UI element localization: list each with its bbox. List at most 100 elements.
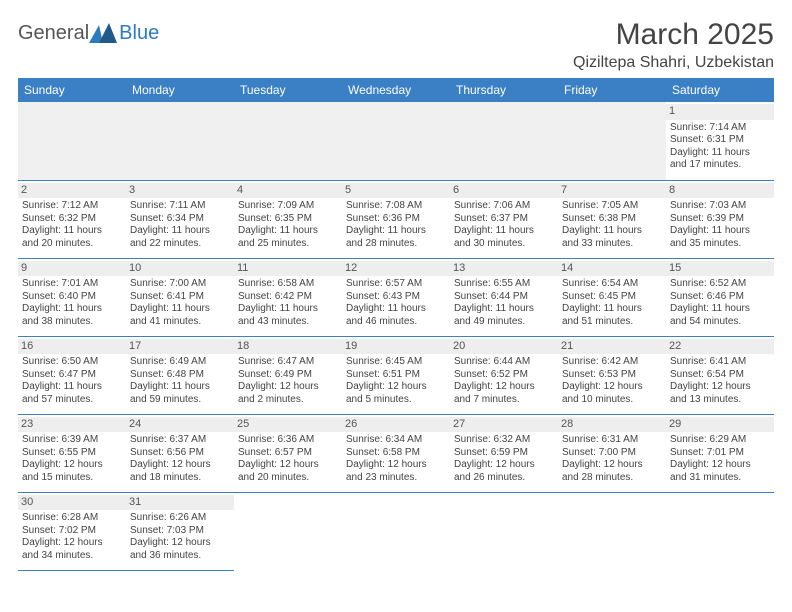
cell-text: Sunrise: 7:00 AM <box>130 278 230 291</box>
day-number: 18 <box>234 339 342 355</box>
cell-text: Daylight: 12 hours <box>22 459 122 472</box>
calendar-cell <box>126 102 234 180</box>
day-number: 25 <box>234 417 342 433</box>
cell-text: Sunrise: 6:39 AM <box>22 434 122 447</box>
cell-text: Daylight: 11 hours <box>454 303 554 316</box>
calendar-row: 23Sunrise: 6:39 AMSunset: 6:55 PMDayligh… <box>18 414 774 492</box>
cell-text: Sunset: 6:58 PM <box>346 447 446 460</box>
cell-text: Sunset: 6:57 PM <box>238 447 338 460</box>
calendar-cell: 19Sunrise: 6:45 AMSunset: 6:51 PMDayligh… <box>342 336 450 414</box>
cell-text: Daylight: 12 hours <box>670 381 770 394</box>
cell-text: Sunset: 6:37 PM <box>454 213 554 226</box>
calendar-cell: 10Sunrise: 7:00 AMSunset: 6:41 PMDayligh… <box>126 258 234 336</box>
calendar-cell <box>558 492 666 570</box>
cell-text: and 7 minutes. <box>454 394 554 407</box>
day-number: 2 <box>18 183 126 199</box>
cell-text: and 23 minutes. <box>346 472 446 485</box>
cell-text: Sunset: 7:00 PM <box>562 447 662 460</box>
cell-text: Sunset: 6:35 PM <box>238 213 338 226</box>
cell-text: Sunset: 6:41 PM <box>130 291 230 304</box>
cell-text: Sunrise: 7:11 AM <box>130 200 230 213</box>
day-number: 7 <box>558 183 666 199</box>
cell-text: and 5 minutes. <box>346 394 446 407</box>
cell-text: and 49 minutes. <box>454 316 554 329</box>
cell-text: Daylight: 12 hours <box>454 459 554 472</box>
cell-text: and 34 minutes. <box>22 550 122 563</box>
cell-text: and 57 minutes. <box>22 394 122 407</box>
day-number: 31 <box>126 495 234 511</box>
calendar-cell: 5Sunrise: 7:08 AMSunset: 6:36 PMDaylight… <box>342 180 450 258</box>
cell-text: and 10 minutes. <box>562 394 662 407</box>
cell-text: Sunrise: 6:55 AM <box>454 278 554 291</box>
cell-text: Sunrise: 6:45 AM <box>346 356 446 369</box>
cell-text: Sunrise: 7:09 AM <box>238 200 338 213</box>
cell-text: Sunset: 6:43 PM <box>346 291 446 304</box>
cell-text: Sunrise: 6:29 AM <box>670 434 770 447</box>
cell-text: Daylight: 12 hours <box>22 537 122 550</box>
cell-text: and 20 minutes. <box>238 472 338 485</box>
cell-text: Sunrise: 6:49 AM <box>130 356 230 369</box>
cell-text: Sunset: 6:40 PM <box>22 291 122 304</box>
weekday-header: Tuesday <box>234 78 342 102</box>
calendar-cell: 20Sunrise: 6:44 AMSunset: 6:52 PMDayligh… <box>450 336 558 414</box>
cell-text: and 20 minutes. <box>22 238 122 251</box>
calendar-cell <box>450 492 558 570</box>
day-number: 29 <box>666 417 774 433</box>
cell-text: Sunrise: 7:06 AM <box>454 200 554 213</box>
cell-text: Daylight: 11 hours <box>670 303 770 316</box>
calendar-cell: 26Sunrise: 6:34 AMSunset: 6:58 PMDayligh… <box>342 414 450 492</box>
header: General Blue March 2025 Qiziltepa Shahri… <box>18 18 774 72</box>
calendar-row: 9Sunrise: 7:01 AMSunset: 6:40 PMDaylight… <box>18 258 774 336</box>
day-number: 19 <box>342 339 450 355</box>
cell-text: Sunset: 6:42 PM <box>238 291 338 304</box>
cell-text: and 22 minutes. <box>130 238 230 251</box>
cell-text: Sunset: 6:53 PM <box>562 369 662 382</box>
calendar-row: 2Sunrise: 7:12 AMSunset: 6:32 PMDaylight… <box>18 180 774 258</box>
calendar-cell <box>342 492 450 570</box>
calendar-row: 30Sunrise: 6:28 AMSunset: 7:02 PMDayligh… <box>18 492 774 570</box>
cell-text: Sunrise: 7:03 AM <box>670 200 770 213</box>
cell-text: Sunset: 6:56 PM <box>130 447 230 460</box>
cell-text: Sunset: 6:39 PM <box>670 213 770 226</box>
cell-text: Sunset: 6:55 PM <box>22 447 122 460</box>
cell-text: and 13 minutes. <box>670 394 770 407</box>
cell-text: Sunset: 6:52 PM <box>454 369 554 382</box>
day-number: 15 <box>666 261 774 277</box>
cell-text: Daylight: 12 hours <box>562 381 662 394</box>
calendar-cell: 28Sunrise: 6:31 AMSunset: 7:00 PMDayligh… <box>558 414 666 492</box>
calendar-cell: 4Sunrise: 7:09 AMSunset: 6:35 PMDaylight… <box>234 180 342 258</box>
cell-text: Daylight: 11 hours <box>238 225 338 238</box>
title-block: March 2025 Qiziltepa Shahri, Uzbekistan <box>573 18 774 72</box>
cell-text: and 25 minutes. <box>238 238 338 251</box>
cell-text: Daylight: 12 hours <box>670 459 770 472</box>
calendar-cell: 21Sunrise: 6:42 AMSunset: 6:53 PMDayligh… <box>558 336 666 414</box>
day-number: 22 <box>666 339 774 355</box>
cell-text: Sunset: 6:34 PM <box>130 213 230 226</box>
cell-text: and 59 minutes. <box>130 394 230 407</box>
cell-text: Sunset: 6:36 PM <box>346 213 446 226</box>
cell-text: Sunrise: 6:28 AM <box>22 512 122 525</box>
weekday-header: Sunday <box>18 78 126 102</box>
cell-text: and 17 minutes. <box>670 159 770 172</box>
cell-text: Daylight: 11 hours <box>346 303 446 316</box>
cell-text: Sunrise: 6:58 AM <box>238 278 338 291</box>
calendar-cell: 2Sunrise: 7:12 AMSunset: 6:32 PMDaylight… <box>18 180 126 258</box>
calendar-body: 1Sunrise: 7:14 AMSunset: 6:31 PMDaylight… <box>18 102 774 570</box>
calendar-cell <box>558 102 666 180</box>
cell-text: Sunset: 6:44 PM <box>454 291 554 304</box>
weekday-header: Saturday <box>666 78 774 102</box>
cell-text: Sunset: 6:46 PM <box>670 291 770 304</box>
calendar-cell: 6Sunrise: 7:06 AMSunset: 6:37 PMDaylight… <box>450 180 558 258</box>
cell-text: Sunset: 6:32 PM <box>22 213 122 226</box>
calendar-cell: 17Sunrise: 6:49 AMSunset: 6:48 PMDayligh… <box>126 336 234 414</box>
cell-text: Sunset: 7:01 PM <box>670 447 770 460</box>
cell-text: Daylight: 11 hours <box>670 147 770 160</box>
cell-text: and 18 minutes. <box>130 472 230 485</box>
cell-text: Sunrise: 7:08 AM <box>346 200 446 213</box>
cell-text: Sunrise: 6:37 AM <box>130 434 230 447</box>
cell-text: Daylight: 12 hours <box>454 381 554 394</box>
calendar-cell <box>234 492 342 570</box>
cell-text: Daylight: 11 hours <box>130 303 230 316</box>
calendar-cell: 22Sunrise: 6:41 AMSunset: 6:54 PMDayligh… <box>666 336 774 414</box>
day-number: 8 <box>666 183 774 199</box>
